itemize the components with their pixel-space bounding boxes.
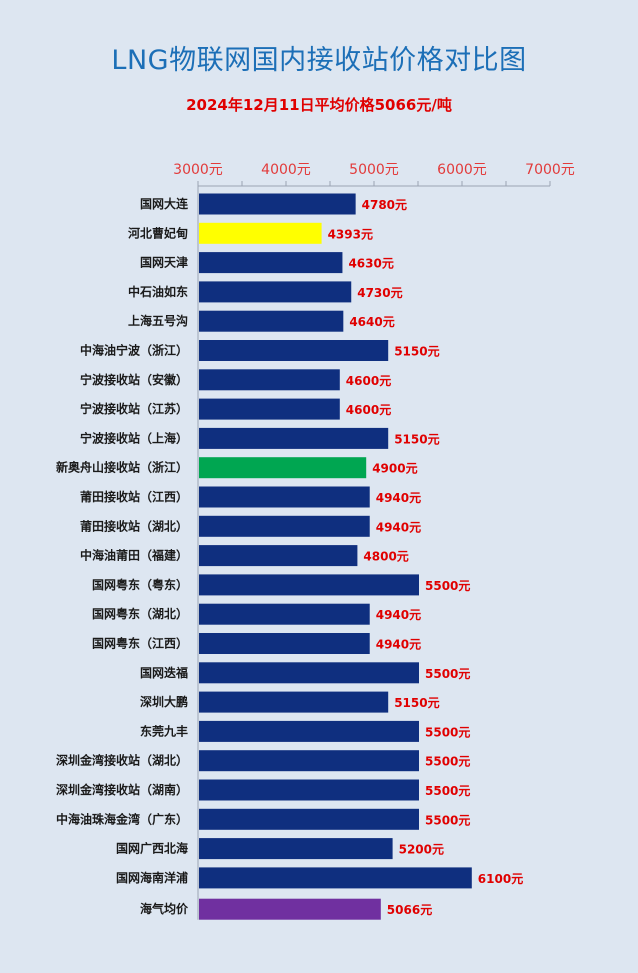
bar [199,808,419,830]
bar [199,662,419,684]
bar [199,457,367,479]
category-label: 宁波接收站（上海） [80,430,188,445]
data-label: 5500元 [425,755,470,769]
category-label: 国网粤东（粤东） [92,577,188,592]
x-tick-label: 6000元 [437,162,487,178]
bar [199,193,356,215]
chart-subtitle: 2024年12月11日平均价格5066元/吨 [186,96,452,114]
bar [199,281,352,303]
data-label: 4780元 [362,198,407,212]
bar [199,222,322,244]
data-label: 4940元 [376,491,421,505]
category-label: 河北曹妃甸 [127,225,188,240]
data-label: 5500元 [425,579,470,593]
data-label: 6100元 [478,872,523,886]
category-label: 中石油如东 [128,284,188,299]
data-label: 4600元 [346,403,391,417]
category-label: 中海油宁波（浙江） [80,343,188,358]
category-label: 中海油珠海金湾（广东） [56,811,188,826]
category-label: 中海油莆田（福建） [80,548,188,563]
category-label: 国网粤东（江西） [92,636,188,651]
category-label: 宁波接收站（江苏） [80,401,188,416]
data-label: 5150元 [394,696,439,710]
bar [199,545,358,567]
bar [199,574,419,596]
x-tick-label: 7000元 [525,162,575,178]
category-label: 国网迭福 [140,665,188,680]
category-label: 深圳金湾接收站（湖北） [56,753,188,768]
data-label: 4900元 [372,462,417,476]
bar [199,369,340,391]
bar [199,310,344,332]
category-label: 国网粤东（湖北） [92,606,188,621]
data-label: 4940元 [376,520,421,534]
category-label: 国网广西北海 [116,841,188,856]
data-label: 5150元 [394,432,439,446]
data-label: 5500元 [425,784,470,798]
bar [199,750,419,772]
bar [199,427,389,449]
data-label: 4940元 [376,608,421,622]
data-label: 5200元 [399,843,444,857]
category-label: 东莞九丰 [140,723,188,738]
bar [199,779,419,801]
category-label: 新奥舟山接收站（浙江） [56,460,188,475]
category-label: 深圳大鹏 [140,694,188,709]
bar [199,867,472,889]
data-label: 4630元 [348,257,393,271]
category-label: 深圳金湾接收站（湖南） [56,782,188,797]
category-label: 宁波接收站（安徽） [80,372,188,387]
bar [199,252,343,274]
data-label: 4393元 [328,227,373,241]
bar [199,898,381,920]
data-label: 5500元 [425,725,470,739]
category-label: 莆田接收站（江西） [80,489,188,504]
data-label: 4640元 [349,315,394,329]
bar [199,486,370,508]
bar [199,720,419,742]
category-label: 国网大连 [140,196,189,211]
bar [199,603,370,625]
data-label: 4940元 [376,638,421,652]
bar [199,633,370,654]
bar [199,838,393,860]
category-label: 上海五号沟 [128,313,188,328]
category-label: 国网海南洋浦 [116,870,188,885]
data-label: 5066元 [387,903,432,917]
bar [199,398,340,420]
data-label: 4730元 [357,286,402,300]
data-label: 4800元 [363,550,408,564]
bar [199,691,389,713]
category-label: 莆田接收站（湖北） [80,518,188,533]
x-tick-label: 5000元 [349,162,399,178]
chart-title: LNG物联网国内接收站价格对比图 [111,45,527,76]
data-label: 5500元 [425,667,470,681]
data-label: 4600元 [346,374,391,388]
category-label: 国网天津 [140,255,188,270]
data-label: 5150元 [394,345,439,359]
data-label: 5500元 [425,813,470,827]
category-label: 海气均价 [140,901,189,916]
x-tick-label: 4000元 [261,162,311,178]
bar [199,340,389,361]
bar [199,515,370,537]
x-tick-label: 3000元 [173,162,223,178]
